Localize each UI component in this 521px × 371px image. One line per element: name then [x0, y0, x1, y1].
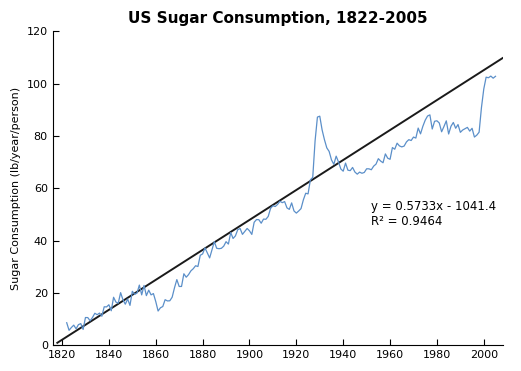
Y-axis label: Sugar Consumption (lb/year/person): Sugar Consumption (lb/year/person): [11, 87, 21, 290]
Text: y = 0.5733x - 1041.4
R² = 0.9464: y = 0.5733x - 1041.4 R² = 0.9464: [371, 200, 497, 229]
Title: US Sugar Consumption, 1822-2005: US Sugar Consumption, 1822-2005: [128, 11, 427, 26]
